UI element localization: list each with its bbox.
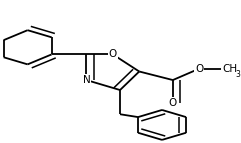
Text: O: O [109, 49, 117, 59]
Text: O: O [169, 98, 177, 108]
Text: N: N [83, 75, 90, 85]
Text: 3: 3 [236, 69, 241, 79]
Text: O: O [195, 64, 203, 74]
Text: CH: CH [222, 64, 237, 74]
